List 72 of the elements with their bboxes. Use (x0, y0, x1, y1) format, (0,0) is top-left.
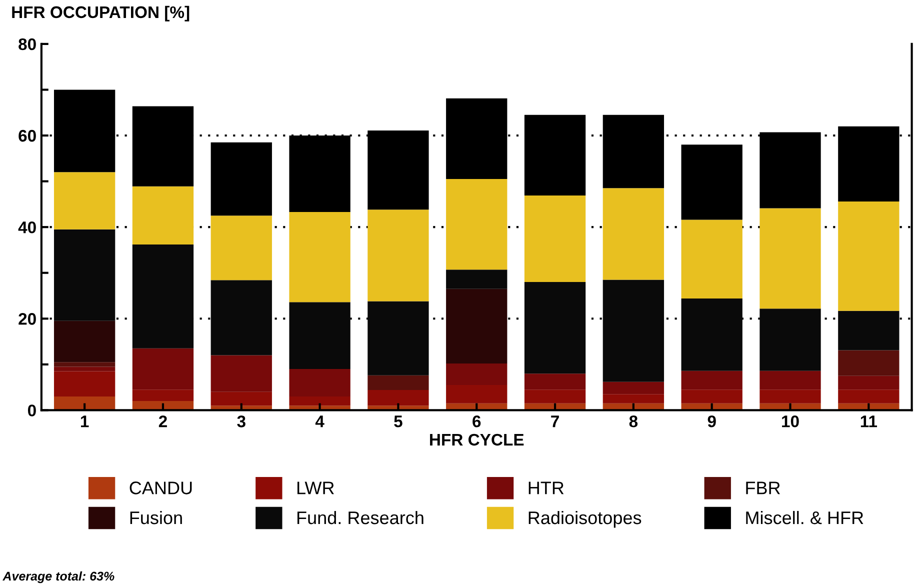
legend-label: LWR (297, 482, 334, 494)
x-tick-label: 7 (551, 416, 559, 428)
bar (681, 390, 742, 404)
bar (524, 195, 586, 282)
x-tick-label: 8 (629, 416, 638, 428)
bar (760, 370, 821, 390)
bar (54, 366, 116, 372)
legend-label: Radioisotopes (528, 510, 642, 528)
x-tick-label: 5 (394, 416, 402, 428)
x-tick-label: 4 (315, 416, 324, 428)
bar (838, 390, 900, 404)
bar (602, 394, 664, 404)
bar (602, 188, 664, 280)
bar (54, 320, 116, 362)
x-tick-label: 1 (80, 416, 89, 428)
x-tick-label: 11 (860, 416, 878, 428)
legend-label: Fund. Research (297, 510, 424, 524)
bar (524, 390, 586, 404)
bar (132, 348, 194, 390)
bar (210, 142, 272, 216)
legend-label: CANDU (130, 482, 192, 494)
bar (524, 114, 586, 196)
bar (446, 364, 508, 386)
y-axis-title: HFR OCCUPATION [%] (12, 6, 190, 22)
bar (681, 220, 742, 298)
bar (132, 244, 194, 348)
legend-label: Fusion (130, 510, 182, 524)
bar (54, 371, 116, 396)
bar (132, 390, 194, 402)
bar (54, 172, 116, 230)
bar (446, 179, 508, 270)
bar (289, 368, 350, 396)
text: Average total: 63% (2, 571, 114, 584)
bar (838, 350, 900, 376)
legend-label: Miscell. & HFR (746, 510, 864, 524)
bar (681, 144, 742, 220)
bar (368, 390, 429, 406)
y-tick-label: 40 (18, 221, 36, 234)
x-tick-label: 2 (158, 416, 167, 428)
bar (838, 201, 900, 311)
bar (54, 362, 116, 367)
bar (368, 375, 429, 390)
bar (446, 270, 508, 289)
bar (446, 288, 508, 364)
bar (368, 210, 429, 302)
bar (289, 396, 350, 406)
legend-label: HTR (528, 482, 564, 494)
bar (132, 106, 194, 186)
bar (210, 355, 272, 392)
y-tick-label: 60 (18, 130, 36, 142)
bar (446, 385, 508, 404)
bar (602, 382, 664, 394)
bar (54, 396, 116, 410)
bar (838, 376, 900, 390)
y-tick-label: 20 (18, 313, 36, 325)
x-tick-label: 6 (472, 416, 481, 428)
bar (681, 370, 742, 390)
legend-label: FBR (746, 482, 780, 494)
x-tick-label: 9 (708, 416, 716, 428)
bar (760, 390, 821, 404)
bar (524, 374, 586, 390)
x-tick-label: 3 (237, 416, 246, 428)
x-axis-title: HFR CYCLE (430, 434, 524, 446)
bar (524, 282, 586, 374)
y-tick-label: 0 (28, 404, 36, 416)
x-tick-label: 10 (782, 416, 799, 428)
bar (760, 208, 821, 309)
bar (210, 216, 272, 280)
bar (289, 212, 350, 302)
bar (132, 186, 194, 244)
y-tick-label: 80 (18, 38, 36, 50)
bar (210, 392, 272, 406)
